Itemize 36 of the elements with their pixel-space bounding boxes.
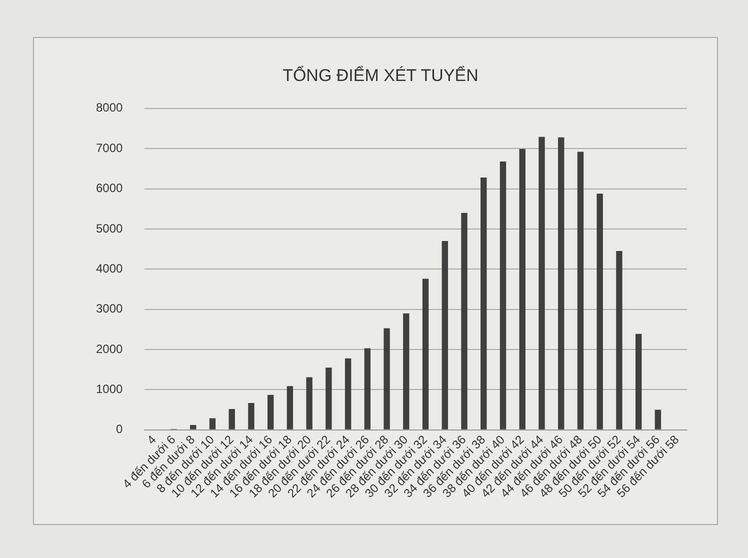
y-tick-label: 7000: [96, 140, 124, 155]
bar: [500, 161, 506, 430]
bar: [248, 402, 254, 430]
bar: [422, 278, 429, 430]
bar: [344, 358, 352, 430]
bar: [480, 178, 487, 430]
bar: [267, 394, 274, 430]
bar: [209, 418, 216, 430]
bar: [190, 425, 196, 430]
chart-title: TỔNG ĐIỂM XÉT TUYỂN: [282, 64, 478, 85]
y-tick-label: 5000: [96, 221, 124, 236]
y-tick-label: 8000: [96, 100, 124, 115]
bar: [654, 410, 662, 430]
y-tick-label: 1000: [96, 382, 124, 396]
y-tick-label: 6000: [96, 181, 124, 196]
bar: [403, 313, 410, 430]
bar: [461, 212, 468, 430]
bar: [558, 137, 564, 430]
y-tick-label: 4000: [96, 261, 124, 276]
bar: [306, 377, 312, 430]
bar: [364, 348, 371, 430]
bar: [596, 194, 603, 430]
bar: [228, 408, 235, 430]
y-tick-label: 2000: [96, 342, 124, 356]
bar: [616, 251, 622, 430]
y-tick-label: 0: [116, 422, 124, 436]
bar: [326, 368, 332, 430]
bar: [442, 241, 448, 430]
bar: [286, 386, 294, 430]
bar: [577, 152, 584, 430]
x-tick-label: 4: [144, 432, 160, 448]
bar: [384, 328, 390, 430]
bar: [519, 148, 526, 430]
y-tick-label: 3000: [96, 302, 124, 316]
bar: [538, 136, 545, 430]
bar: [635, 334, 642, 430]
